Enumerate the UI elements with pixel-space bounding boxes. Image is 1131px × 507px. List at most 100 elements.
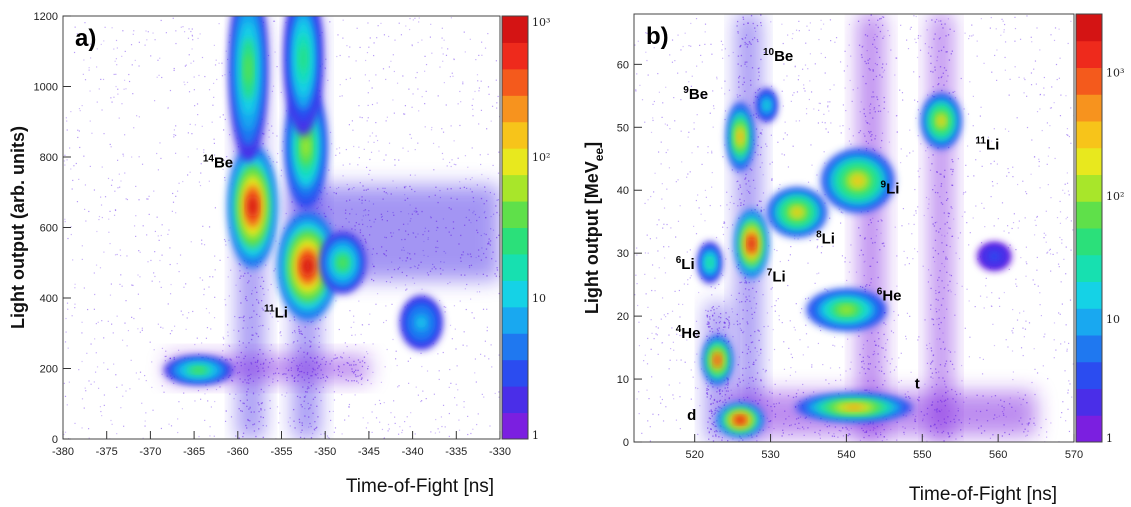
scatter-point [361, 324, 364, 326]
scatter-point [786, 134, 788, 136]
scatter-point [872, 78, 875, 81]
scatter-point [276, 286, 278, 289]
scatter-point [280, 175, 282, 177]
scatter-point [771, 179, 773, 181]
scatter-point [1055, 349, 1057, 351]
scatter-point [747, 43, 749, 46]
scatter-point [773, 403, 775, 405]
scatter-point [231, 380, 234, 382]
scatter-point [943, 84, 945, 86]
scatter-point [816, 190, 818, 192]
scatter-point [222, 344, 224, 346]
scatter-point [1023, 336, 1025, 338]
scatter-point [902, 99, 904, 101]
scatter-point [868, 284, 871, 286]
scatter-point [844, 261, 846, 263]
scatter-point [142, 225, 144, 227]
scatter-point [403, 186, 406, 188]
scatter-point [137, 328, 139, 330]
scatter-point [153, 272, 155, 274]
scatter-point [942, 250, 945, 253]
scatter-point [66, 129, 68, 131]
scatter-point [117, 88, 119, 90]
scatter-point [928, 156, 930, 159]
scatter-point [711, 150, 713, 152]
scatter-point [798, 75, 800, 77]
scatter-point [757, 136, 760, 138]
scatter-point [206, 326, 209, 329]
scatter-point [108, 231, 110, 233]
scatter-point [445, 306, 447, 308]
scatter-point [829, 217, 831, 219]
scatter-point [1051, 86, 1053, 88]
scatter-point [816, 245, 819, 247]
scatter-point [753, 311, 756, 314]
scatter-point [711, 186, 713, 188]
scatter-point [974, 306, 976, 308]
scatter-point [725, 312, 727, 314]
scatter-point [301, 424, 304, 427]
scatter-point [731, 394, 733, 396]
scatter-point [234, 365, 236, 368]
scatter-point [727, 327, 730, 329]
scatter-point [397, 386, 399, 388]
scatter-point [99, 406, 102, 408]
scatter-point [267, 289, 269, 291]
scatter-point [167, 303, 169, 305]
scatter-point [1035, 224, 1037, 227]
scatter-point [421, 365, 423, 368]
scatter-point [256, 361, 258, 364]
scatter-point [940, 20, 942, 22]
scatter-point [942, 377, 944, 379]
scatter-point [269, 158, 271, 160]
density-band [857, 14, 885, 442]
scatter-point [227, 331, 229, 333]
scatter-point [339, 95, 341, 97]
scatter-point [446, 188, 449, 190]
scatter-point [963, 191, 965, 194]
scatter-point [495, 79, 497, 81]
scatter-point [177, 431, 179, 434]
scatter-point [830, 122, 832, 124]
scatter-point [422, 233, 424, 236]
scatter-point [905, 338, 907, 340]
scatter-point [774, 304, 776, 307]
scatter-point [484, 340, 486, 342]
scatter-point [276, 406, 279, 408]
scatter-point [245, 424, 247, 427]
scatter-point [943, 176, 946, 178]
scatter-point [949, 28, 951, 30]
scatter-point [1047, 183, 1049, 186]
scatter-point [228, 41, 230, 43]
scatter-point [868, 130, 870, 133]
scatter-point [910, 26, 912, 28]
scatter-point [1059, 57, 1061, 59]
scatter-point [1014, 16, 1016, 18]
scatter-point [355, 369, 357, 371]
scatter-point [723, 221, 725, 223]
scatter-point [139, 251, 141, 253]
scatter-point [684, 361, 686, 363]
scatter-point [883, 69, 886, 71]
scatter-point [649, 426, 651, 428]
scatter-point [715, 434, 717, 436]
scatter-point [392, 338, 394, 341]
scatter-point [1064, 370, 1066, 372]
scatter-point [668, 384, 670, 386]
scatter-point [864, 135, 866, 137]
scatter-point [440, 416, 443, 418]
scatter-point [173, 136, 175, 138]
scatter-point [707, 146, 709, 148]
scatter-point [690, 369, 692, 371]
scatter-point [716, 400, 718, 403]
scatter-point [1003, 23, 1006, 26]
scatter-point [435, 250, 437, 253]
scatter-point [1053, 339, 1055, 341]
scatter-point [1038, 434, 1040, 436]
scatter-point [256, 333, 258, 335]
scatter-point [182, 314, 184, 316]
scatter-point [819, 429, 821, 432]
scatter-point [151, 386, 153, 389]
scatter-point [398, 22, 400, 24]
scatter-point [1034, 368, 1036, 370]
